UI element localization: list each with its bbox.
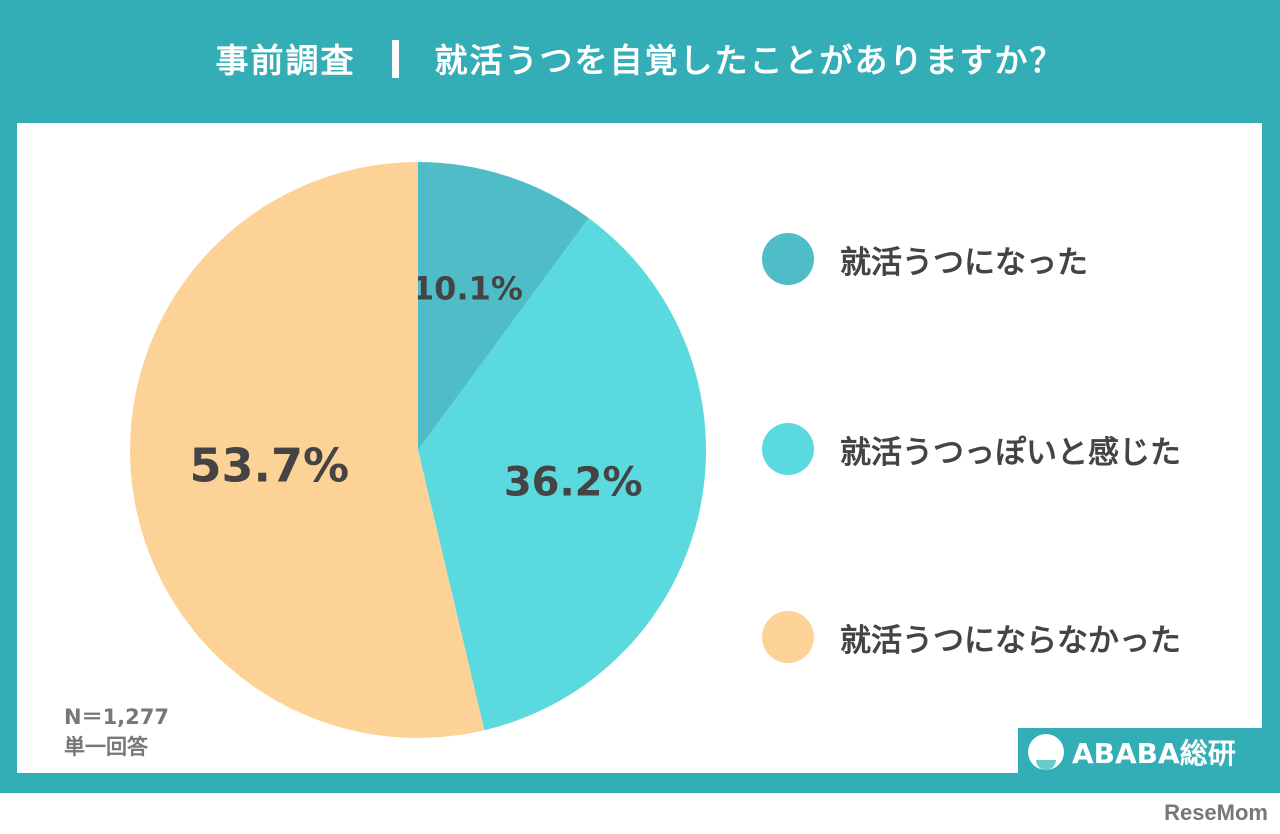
legend-label: 就活うつっぽいと感じた — [840, 434, 1181, 471]
legend-label: 就活うつになった — [840, 244, 1088, 281]
pie-chart: 10.1% 36.2% 53.7% — [130, 162, 706, 738]
chart-panel: 10.1% 36.2% 53.7% 就活うつになった 就活うつっぽいと感じた 就活う… — [17, 123, 1262, 773]
chart-title: 事前調査 就活うつを自覚したことがありますか？ — [0, 34, 1280, 82]
resemom-watermark: ReseMom — [1164, 800, 1268, 825]
answer-type: 単一回答 — [64, 735, 148, 759]
title-question: 就活うつを自覚したことがありますか？ — [434, 41, 1065, 80]
slice-label: 10.1% — [412, 270, 523, 308]
legend-swatch — [762, 423, 814, 475]
legend-swatch — [762, 611, 814, 663]
logo-text: ABABA総研 — [1072, 737, 1236, 770]
slice-label: 36.2% — [504, 460, 643, 506]
legend-item: 就活うつっぽいと感じた — [762, 423, 1181, 475]
pie-slice — [130, 162, 485, 738]
legend-item: 就活うつになった — [762, 233, 1088, 285]
title-label: 事前調査 — [215, 41, 356, 80]
title-separator — [391, 40, 399, 78]
pie-slice — [418, 218, 706, 731]
pie-slice — [418, 162, 589, 450]
dog-mascot-icon — [1028, 734, 1064, 770]
legend-label: 就活うつにならなかった — [840, 622, 1181, 659]
slice-label: 53.7% — [189, 438, 349, 492]
legend-item: 就活うつにならなかった — [762, 611, 1181, 663]
legend-swatch — [762, 233, 814, 285]
ababa-logo: ABABA総研 — [1018, 728, 1262, 776]
sample-size: N＝1,277 — [64, 705, 169, 729]
